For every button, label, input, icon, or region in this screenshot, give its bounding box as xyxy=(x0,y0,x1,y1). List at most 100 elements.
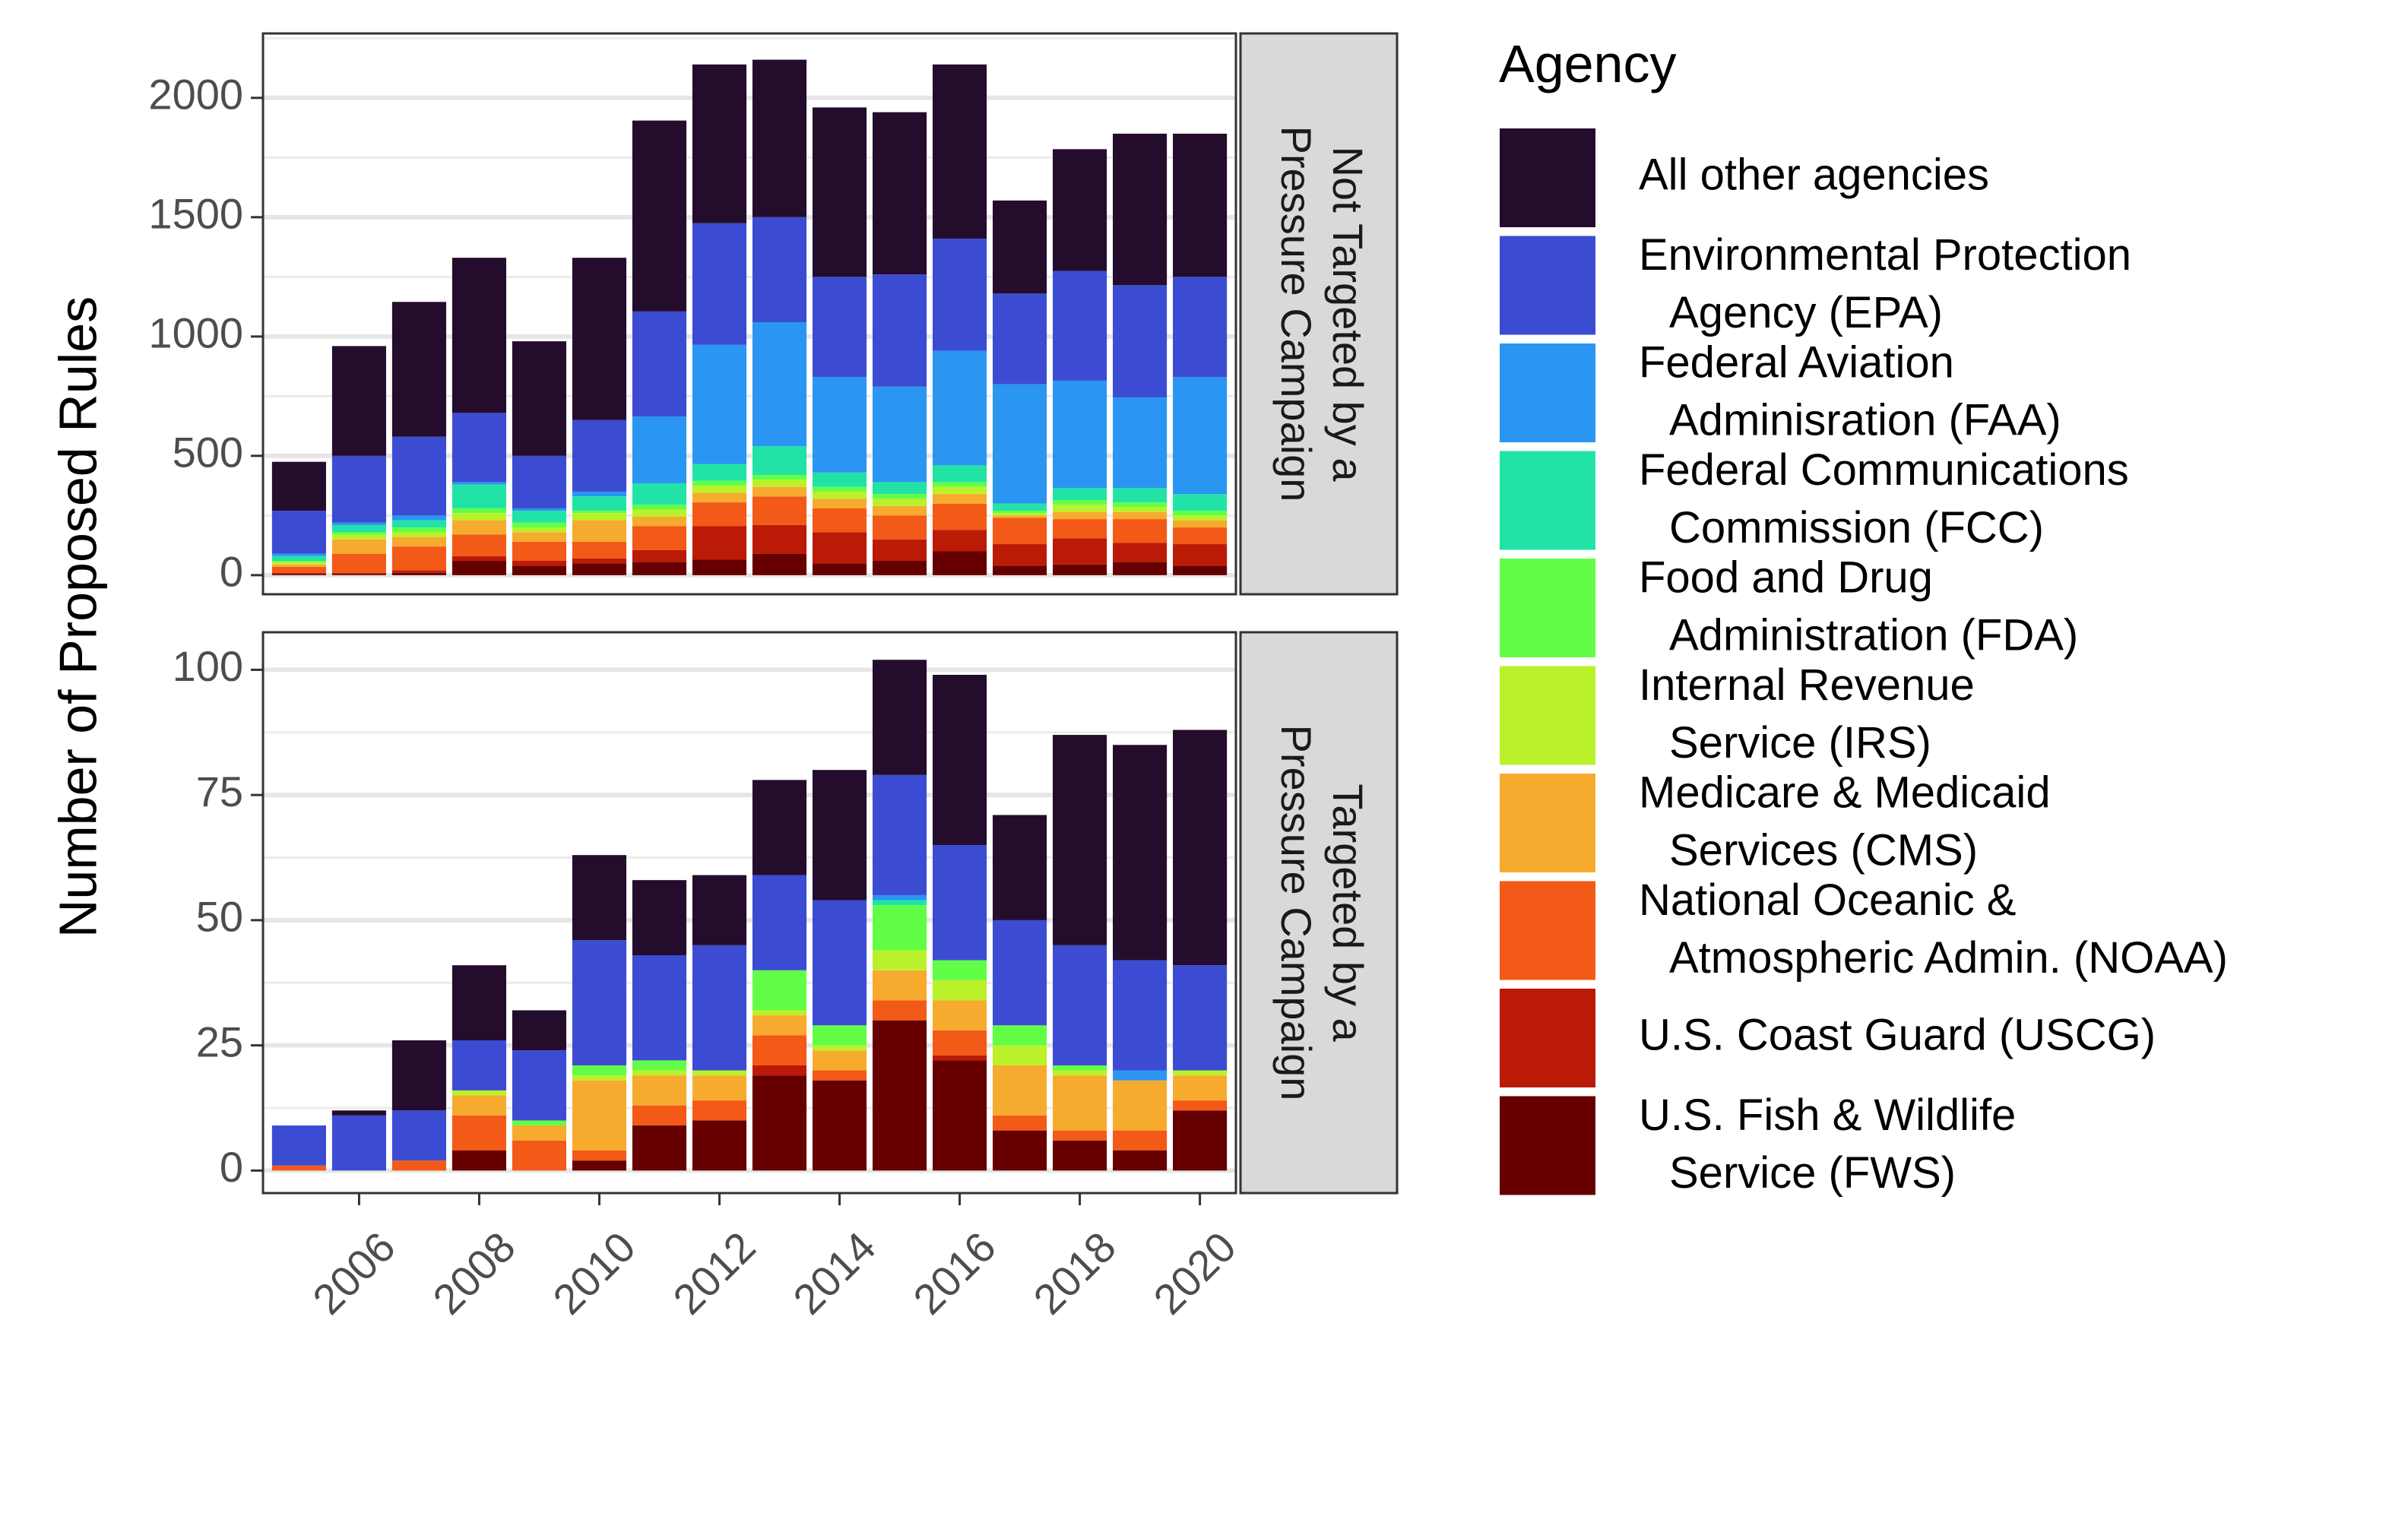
legend-label-irs: Internal Revenue xyxy=(1639,660,1975,710)
bar-epa-2011 xyxy=(632,955,687,1061)
legend-key-cms xyxy=(1498,772,1597,874)
bar-epa-2013 xyxy=(752,217,807,322)
bar-irs-2009 xyxy=(512,527,567,533)
bar-fcc-2018 xyxy=(1053,488,1107,500)
facet-strip-label: Pressure Campaign xyxy=(1272,126,1320,502)
bar-fda-2017 xyxy=(993,1025,1047,1046)
bar-other-2006 xyxy=(331,1110,386,1116)
legend-key-noaa xyxy=(1498,879,1597,982)
bar-irs-2005 xyxy=(271,562,326,565)
bar-faa-2010 xyxy=(572,491,627,497)
legend-label-noaa: National Oceanic & xyxy=(1639,875,2016,925)
bar-epa-2011 xyxy=(632,311,687,417)
y-tick-label: 0 xyxy=(220,548,243,596)
bar-irs-2015 xyxy=(872,950,927,970)
bar-fws-2020 xyxy=(1173,565,1228,575)
bar-fda-2015 xyxy=(872,494,927,499)
bar-irs-2012 xyxy=(692,486,747,493)
bar-other-2016 xyxy=(932,675,987,846)
bar-faa-2015 xyxy=(872,386,927,483)
bar-fws-2015 xyxy=(872,561,927,575)
bar-other-2020 xyxy=(1173,133,1228,277)
bar-irs-2016 xyxy=(932,486,987,495)
bar-fws-2012 xyxy=(692,559,747,575)
bar-epa-2014 xyxy=(812,277,867,378)
bar-irs-2020 xyxy=(1173,1070,1228,1076)
bar-fcc-2009 xyxy=(512,511,567,523)
bar-noaa-2015 xyxy=(872,515,927,540)
bar-uscg-2019 xyxy=(1113,543,1168,562)
legend-key-epa xyxy=(1498,234,1597,337)
bar-irs-2007 xyxy=(391,532,446,537)
bar-noaa-2017 xyxy=(993,1115,1047,1131)
bar-irs-2015 xyxy=(872,499,927,506)
bar-uscg-2008 xyxy=(452,556,506,562)
facet-strip-label: Targeted by a xyxy=(1324,783,1372,1042)
bar-fws-2016 xyxy=(932,1060,987,1171)
bar-faa-2016 xyxy=(932,350,987,466)
bar-faa-2009 xyxy=(512,508,567,511)
y-tick-label: 100 xyxy=(173,642,243,690)
bar-fcc-2017 xyxy=(993,503,1047,511)
bar-fws-2020 xyxy=(1173,1110,1228,1171)
bar-uscg-2013 xyxy=(752,524,807,554)
bar-other-2006 xyxy=(331,346,386,456)
legend-label-fws: Service (FWS) xyxy=(1669,1148,1956,1198)
legend-label-other: All other agencies xyxy=(1639,150,1989,199)
legend-key-irs xyxy=(1498,664,1597,767)
bar-cms-2008 xyxy=(452,520,506,535)
bar-fda-2018 xyxy=(1053,1065,1107,1071)
bar-epa-2005 xyxy=(271,511,326,554)
panel-border xyxy=(261,32,1237,596)
bar-irs-2014 xyxy=(812,491,867,499)
bar-irs-2008 xyxy=(452,513,506,521)
bar-cms-2017 xyxy=(993,1065,1047,1116)
legend-items: All other agencies Environmental Protecti… xyxy=(1498,127,2228,1198)
bar-cms-2011 xyxy=(632,1075,687,1106)
legend-title: Agency xyxy=(1499,34,1676,93)
legend-label-fcc: Commission (FCC) xyxy=(1669,503,2044,552)
bar-irs-2013 xyxy=(752,1010,807,1016)
bar-fda-2019 xyxy=(1113,502,1168,508)
legend-key-fda xyxy=(1498,557,1597,659)
bar-epa-2008 xyxy=(452,413,506,483)
bar-cms-2011 xyxy=(632,516,687,527)
bar-epa-2016 xyxy=(932,845,987,961)
bar-cms-2010 xyxy=(572,1080,627,1151)
bar-irs-2010 xyxy=(572,1075,627,1081)
bar-other-2009 xyxy=(512,1010,567,1051)
y-tick-label: 25 xyxy=(196,1018,243,1065)
y-tick-label: 0 xyxy=(220,1143,243,1191)
panel-border xyxy=(261,631,1237,1195)
bar-fcc-2008 xyxy=(452,484,506,508)
bar-noaa-2012 xyxy=(692,502,747,527)
bar-uscg-2018 xyxy=(1053,538,1107,565)
bar-faa-2006 xyxy=(331,522,386,525)
bar-irs-2011 xyxy=(632,509,687,517)
bar-faa-2015 xyxy=(872,894,927,901)
bar-uscg-2009 xyxy=(512,561,567,566)
bar-fws-2016 xyxy=(932,551,987,575)
bar-cms-2010 xyxy=(572,520,627,542)
bar-epa-2018 xyxy=(1053,945,1107,1065)
bar-fda-2010 xyxy=(572,1065,627,1076)
bar-noaa-2011 xyxy=(632,1105,687,1126)
bar-cms-2012 xyxy=(692,1075,747,1101)
bar-fcc-2014 xyxy=(812,472,867,487)
bar-fws-2019 xyxy=(1113,1150,1168,1171)
bar-fda-2010 xyxy=(572,511,627,514)
bar-epa-2006 xyxy=(331,455,386,523)
bar-epa-2020 xyxy=(1173,965,1228,1071)
legend-key-fws xyxy=(1498,1094,1597,1197)
bar-irs-2017 xyxy=(993,513,1047,516)
legend-label-cms: Medicare & Medicaid xyxy=(1639,768,2051,817)
bar-cms-2006 xyxy=(331,539,386,554)
bar-irs-2010 xyxy=(572,513,627,521)
bar-other-2019 xyxy=(1113,745,1168,961)
bar-cms-2007 xyxy=(391,537,446,547)
bar-fda-2009 xyxy=(512,1120,567,1126)
legend-label-epa: Environmental Protection xyxy=(1639,230,2131,280)
bar-noaa-2020 xyxy=(1173,1100,1228,1111)
facet-strip xyxy=(1239,32,1399,596)
